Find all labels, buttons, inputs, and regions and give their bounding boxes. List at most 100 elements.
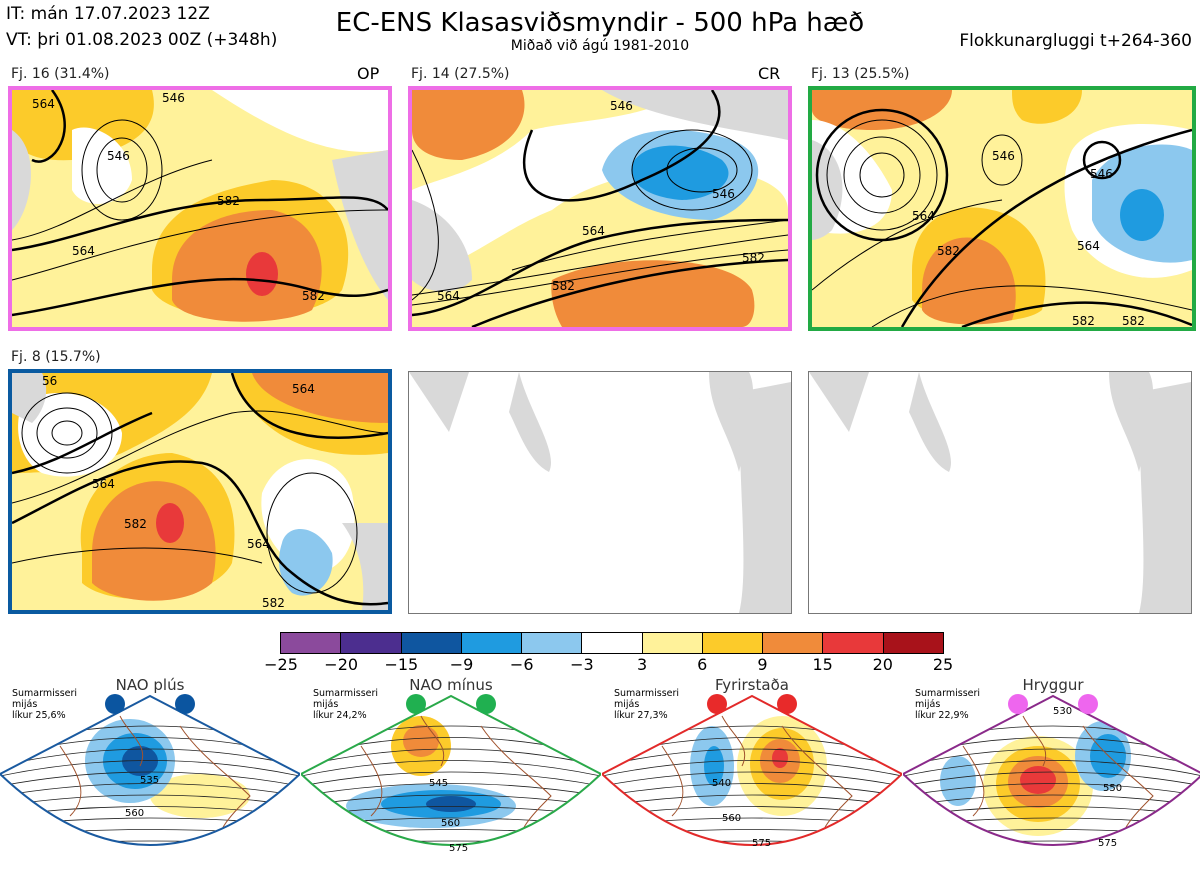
colorbar <box>280 632 944 654</box>
anomaly-blob <box>426 796 476 812</box>
cluster-map-3: 546 546 564 582 582 564 582 <box>808 86 1196 331</box>
page-title: EC-ENS Klasasviðsmyndir - 500 hPa hæð <box>335 8 865 38</box>
colorbar-tick: 9 <box>757 655 768 674</box>
valid-time: VT: þri 01.08.2023 00Z (+348h) <box>6 30 278 50</box>
regime-diagram-4: 530 550 575 <box>903 694 1200 866</box>
colorbar-segment <box>702 633 764 653</box>
colorbar-segment <box>823 633 884 653</box>
colorbar-tick: −9 <box>449 655 474 674</box>
colorbar-tick: −20 <box>324 655 359 674</box>
regime-dot <box>476 694 496 714</box>
regime-contour-label: 545 <box>429 778 448 789</box>
p2-contour-label-3: 564 <box>582 224 605 238</box>
p3-contour-label-1: 546 <box>992 149 1015 163</box>
regime-title: NAO plús <box>115 676 185 694</box>
colorbar-segment <box>281 633 342 653</box>
colorbar-tick: 6 <box>697 655 708 674</box>
regime-text-line: mijás <box>614 699 640 710</box>
regime-diagram-3: 540 560 575 <box>602 694 902 857</box>
height-contour <box>602 794 902 807</box>
anomaly-blob <box>1018 856 1048 866</box>
p4-contour-label-6: 56 <box>42 374 57 388</box>
regime-dot <box>1078 694 1098 714</box>
height-contour <box>602 853 902 857</box>
height-contour <box>602 760 902 777</box>
p2-contour-label-2: 546 <box>712 187 735 201</box>
anomaly-blob <box>772 748 788 768</box>
p1-contour-label-5: 582 <box>302 289 325 303</box>
regime-text-line: mijás <box>313 699 339 710</box>
classification-window: Flokkunargluggi t+264-360 <box>959 31 1192 51</box>
p4-contour-label-2: 582 <box>124 517 147 531</box>
regime-text-line: Sumarmisseri <box>12 688 78 699</box>
regime-contour-label: 560 <box>722 813 741 824</box>
colorbar-segment <box>763 633 824 653</box>
p2-contour-label-6: 564 <box>437 289 460 303</box>
regime-text-line: Sumarmisseri <box>614 688 680 699</box>
p3-contour-label-7: 582 <box>1122 314 1145 327</box>
colorbar-segment <box>461 633 523 653</box>
regime-contour-label: 540 <box>712 778 731 789</box>
issue-time: IT: mán 17.07.2023 12Z <box>6 4 210 24</box>
cluster-map-4: 564 582 564 582 564 56 <box>8 369 392 614</box>
colorbar-tick: −25 <box>264 655 298 674</box>
colorbar-tick: −3 <box>570 655 594 674</box>
page-subtitle: Miðað við ágú 1981-2010 <box>510 38 690 54</box>
empty-map-6 <box>808 371 1192 614</box>
colorbar-segment <box>642 633 703 653</box>
p3-contour-label-4: 582 <box>937 244 960 258</box>
colorbar-tick: 20 <box>872 655 893 674</box>
p1-contour-label-3: 564 <box>72 244 95 258</box>
colorbar-tick: −6 <box>509 655 534 674</box>
p4-contour-label-1: 564 <box>92 477 115 491</box>
height-contour <box>602 771 902 787</box>
colorbar-tick: 25 <box>932 655 954 674</box>
p1-contour-label-4: 582 <box>217 194 240 208</box>
height-contour <box>0 760 300 777</box>
regime-contour-label: 575 <box>1098 838 1117 849</box>
p2-contour-label-5: 582 <box>742 251 765 265</box>
regime-dot <box>777 694 797 714</box>
height-contour <box>301 794 601 807</box>
cluster-map-1: 564 546 564 582 582 546 <box>8 86 392 331</box>
regime-contour-label: 575 <box>449 843 468 854</box>
p1-contour-label-1: 564 <box>32 97 55 111</box>
regime-outline <box>301 694 601 846</box>
height-contour <box>903 853 1200 857</box>
height-contour <box>301 771 601 787</box>
regime-outline <box>903 694 1200 846</box>
anomaly-blob <box>403 725 439 757</box>
regime-title: Fyrirstaða <box>715 676 789 694</box>
empty-map-5 <box>408 371 792 614</box>
height-contour <box>602 748 902 767</box>
regime-info: Sumarmisseri mijás líkur 27,3% <box>614 688 679 721</box>
colorbar-segment <box>883 633 943 653</box>
height-contour <box>903 748 1200 767</box>
height-contour <box>903 794 1200 807</box>
cluster-label-4: Fj. 8 (15.7%) <box>11 349 101 365</box>
cluster-tag-1: OP <box>357 64 380 83</box>
regime-info: Sumarmisseri mijás líkur 25,6% <box>12 688 77 721</box>
height-contour <box>301 783 601 797</box>
p3-contour-label-6: 564 <box>1077 239 1100 253</box>
regime-text-line: Sumarmisseri <box>313 688 379 699</box>
cluster-label-2: Fj. 14 (27.5%) <box>411 66 510 82</box>
regime-text-line: líkur 22,9% <box>915 710 969 721</box>
colorbar-segment <box>341 633 402 653</box>
regime-contour-label: 550 <box>1103 783 1122 794</box>
regime-text-line: mijás <box>915 699 941 710</box>
regime-text-line: líkur 24,2% <box>313 710 367 721</box>
height-contour <box>903 760 1200 777</box>
regime-text-line: mijás <box>12 699 38 710</box>
regime-contour-label: 560 <box>125 808 144 819</box>
height-contour <box>301 760 601 777</box>
regime-dot <box>406 694 426 714</box>
regime-info: Sumarmisseri mijás líkur 22,9% <box>915 688 980 721</box>
colorbar-tick: −15 <box>384 655 419 674</box>
regime-text-line: líkur 25,6% <box>12 710 66 721</box>
height-contour <box>903 783 1200 797</box>
regime-info: Sumarmisseri mijás líkur 24,2% <box>313 688 378 721</box>
p1-contour-label-6: 546 <box>162 91 185 105</box>
anomaly-blob <box>704 746 724 786</box>
colorbar-segment <box>522 633 583 653</box>
